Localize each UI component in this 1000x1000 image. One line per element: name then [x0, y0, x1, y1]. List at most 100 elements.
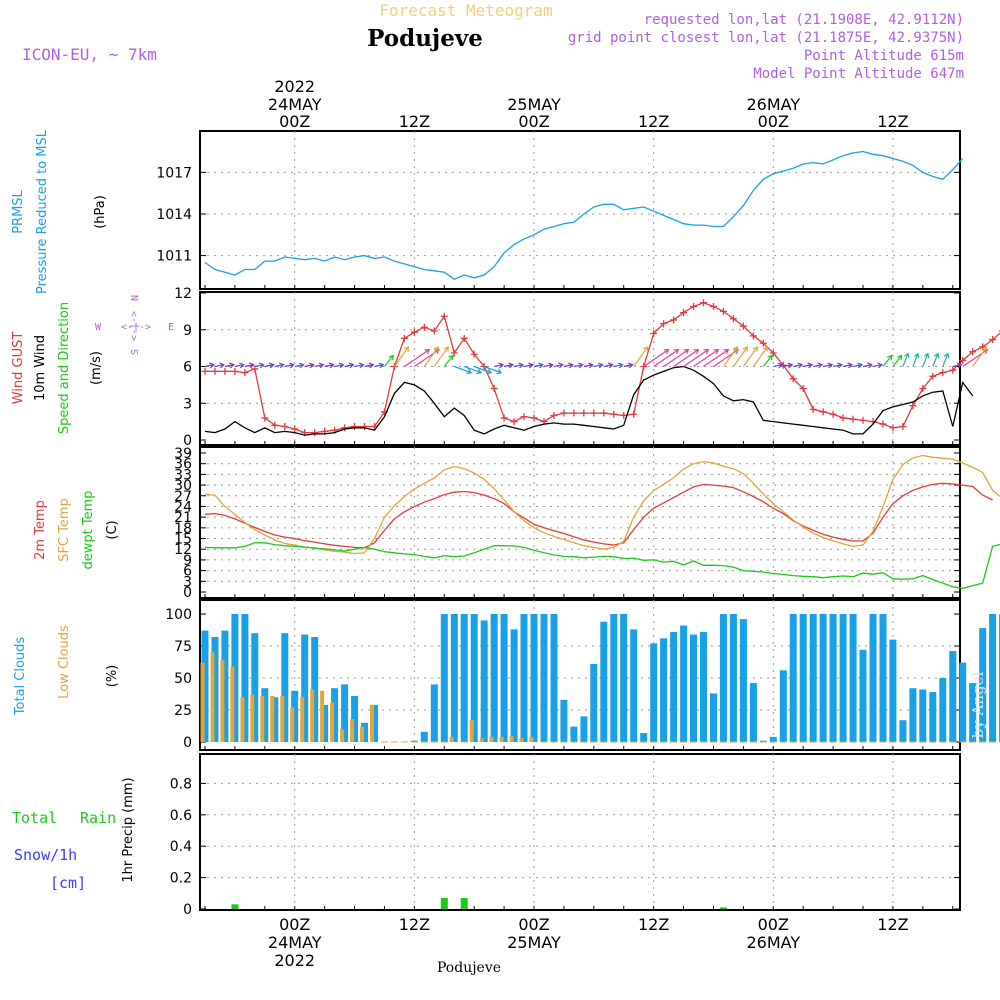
wind-gust-marker: [919, 385, 927, 393]
clouds-bar-0: [779, 670, 787, 742]
wind-gust-marker: [430, 327, 438, 335]
clouds-bar-1: [489, 736, 494, 742]
precip-label-snow: Snow/1h: [14, 846, 77, 864]
temperature-ytick-label: 12: [174, 542, 192, 558]
wind-compass-icon: N W E S <-|-> <-|->: [95, 295, 174, 355]
clouds-ytick-label: 0: [183, 735, 192, 751]
temperature-ytick-label: 15: [174, 532, 192, 548]
wind-gust-marker: [700, 299, 707, 307]
temperature-ytick-label: 24: [174, 499, 192, 515]
clouds-bar-0: [819, 614, 827, 742]
wind-arrow: [503, 362, 515, 369]
wind-gust-marker: [271, 421, 279, 429]
wind-arrow: [304, 362, 315, 369]
bottom-time-label: 12Z: [877, 915, 908, 934]
clouds-bar-0: [371, 704, 378, 742]
wind-gust-marker: [610, 410, 618, 418]
wind-panel: 0 3 6 9 12: [174, 286, 1000, 449]
clouds-bar-1: [250, 694, 255, 742]
clouds-bar-0: [869, 614, 877, 742]
wind-arrow: [842, 362, 854, 369]
wind-gust-marker: [420, 323, 428, 331]
wind-gust-marker: [281, 423, 289, 431]
wind-arrow: [334, 362, 345, 369]
clouds-bar-0: [570, 726, 578, 742]
temperature-ytick-label: 3: [183, 574, 192, 590]
clouds-bar-1: [230, 666, 235, 742]
wind-arrow: [732, 346, 749, 367]
wind-gust-marker: [739, 322, 747, 330]
wind-arrow: [254, 362, 265, 369]
wind-arrow: [533, 362, 544, 369]
wind-gust-marker: [550, 412, 558, 419]
bottom-time-label: 00Z: [518, 915, 549, 934]
top-date-label: 25MAY: [507, 95, 561, 114]
station-title: Podujeve: [367, 25, 483, 52]
clouds-bar-0: [331, 688, 339, 742]
precip-label-cm: [cm]: [50, 874, 86, 892]
clouds-bar-0: [281, 633, 289, 742]
pressure-ytick-label: 1014: [156, 207, 192, 223]
clouds-bar-1: [320, 690, 325, 742]
wind-arrow: [742, 346, 758, 367]
wind-gust-marker: [311, 429, 319, 437]
clouds-bar-1: [220, 660, 225, 742]
temperature-ytick-label: 21: [174, 510, 192, 526]
wind-arrow: [972, 346, 988, 367]
wind-label-10m: 10m Wind: [33, 335, 48, 401]
wind-arrow: [244, 362, 255, 369]
wind-gust-marker: [211, 367, 219, 375]
clouds-bar-0: [849, 614, 857, 742]
wind-arrow: [633, 346, 649, 367]
wind-ytick-label: 0: [183, 433, 192, 449]
pressure-label-unit: (hPa): [93, 195, 108, 229]
wind-label-speed: Speed and Direction: [57, 302, 72, 434]
clouds-bar-1: [360, 726, 364, 742]
wind-arrow: [454, 365, 473, 375]
wind-arrow: [513, 362, 525, 369]
clouds-bar-0: [680, 625, 688, 742]
wind-gust-marker: [201, 367, 209, 375]
temperature-ytick-label: 39: [174, 446, 192, 462]
wind-gust-marker: [949, 366, 957, 374]
clouds-bar-1: [210, 652, 215, 742]
wind-arrow: [583, 362, 594, 369]
clouds-bar-0: [470, 614, 478, 742]
wind-gust-marker: [799, 385, 807, 393]
clouds-bar-0: [739, 619, 747, 742]
clouds-bar-0: [341, 684, 349, 742]
wind-arrow: [762, 354, 773, 367]
bottom-date-label: 24MAY: [268, 933, 322, 952]
clouds-bar-0: [600, 621, 608, 742]
wind-gust-marker: [849, 415, 857, 423]
bottom-date-label: 26MAY: [746, 933, 800, 952]
footer-station: Podujeve: [437, 960, 501, 976]
clouds-bar-0: [769, 736, 777, 742]
wind-ytick-label: 6: [183, 360, 192, 376]
pressure-ytick-label: 1011: [156, 249, 192, 265]
wind-gust-marker: [291, 425, 299, 433]
clouds-bar-0: [580, 716, 588, 742]
precip-frame: [199, 753, 961, 911]
temperature-ytick-label: 0: [183, 585, 192, 601]
wind-arrow: [433, 346, 449, 367]
temp-label-dewpt: dewpt Temp: [81, 490, 96, 569]
pressure-label-prmsl: PRMSL: [11, 189, 26, 233]
wind-arrow: [722, 346, 739, 367]
clouds-bar-0: [959, 662, 967, 742]
gridpoint-coords: grid point closest lon,lat (21.1875E, 42…: [568, 30, 964, 46]
wind-arrow: [902, 352, 910, 367]
clouds-bar-0: [351, 695, 359, 742]
clouds-bar-0: [839, 614, 847, 742]
wind-arrow: [274, 362, 285, 369]
wind-arrow: [464, 365, 483, 375]
top-time-label: 00Z: [279, 112, 310, 131]
clouds-bar-1: [509, 735, 514, 742]
wind-gust-marker: [680, 309, 688, 317]
clouds-ytick-label: 100: [165, 607, 192, 623]
wind-arrow: [364, 362, 375, 369]
wind-gust-marker: [809, 405, 817, 413]
wind-gust-marker: [939, 369, 947, 377]
wind-arrow: [653, 348, 680, 367]
